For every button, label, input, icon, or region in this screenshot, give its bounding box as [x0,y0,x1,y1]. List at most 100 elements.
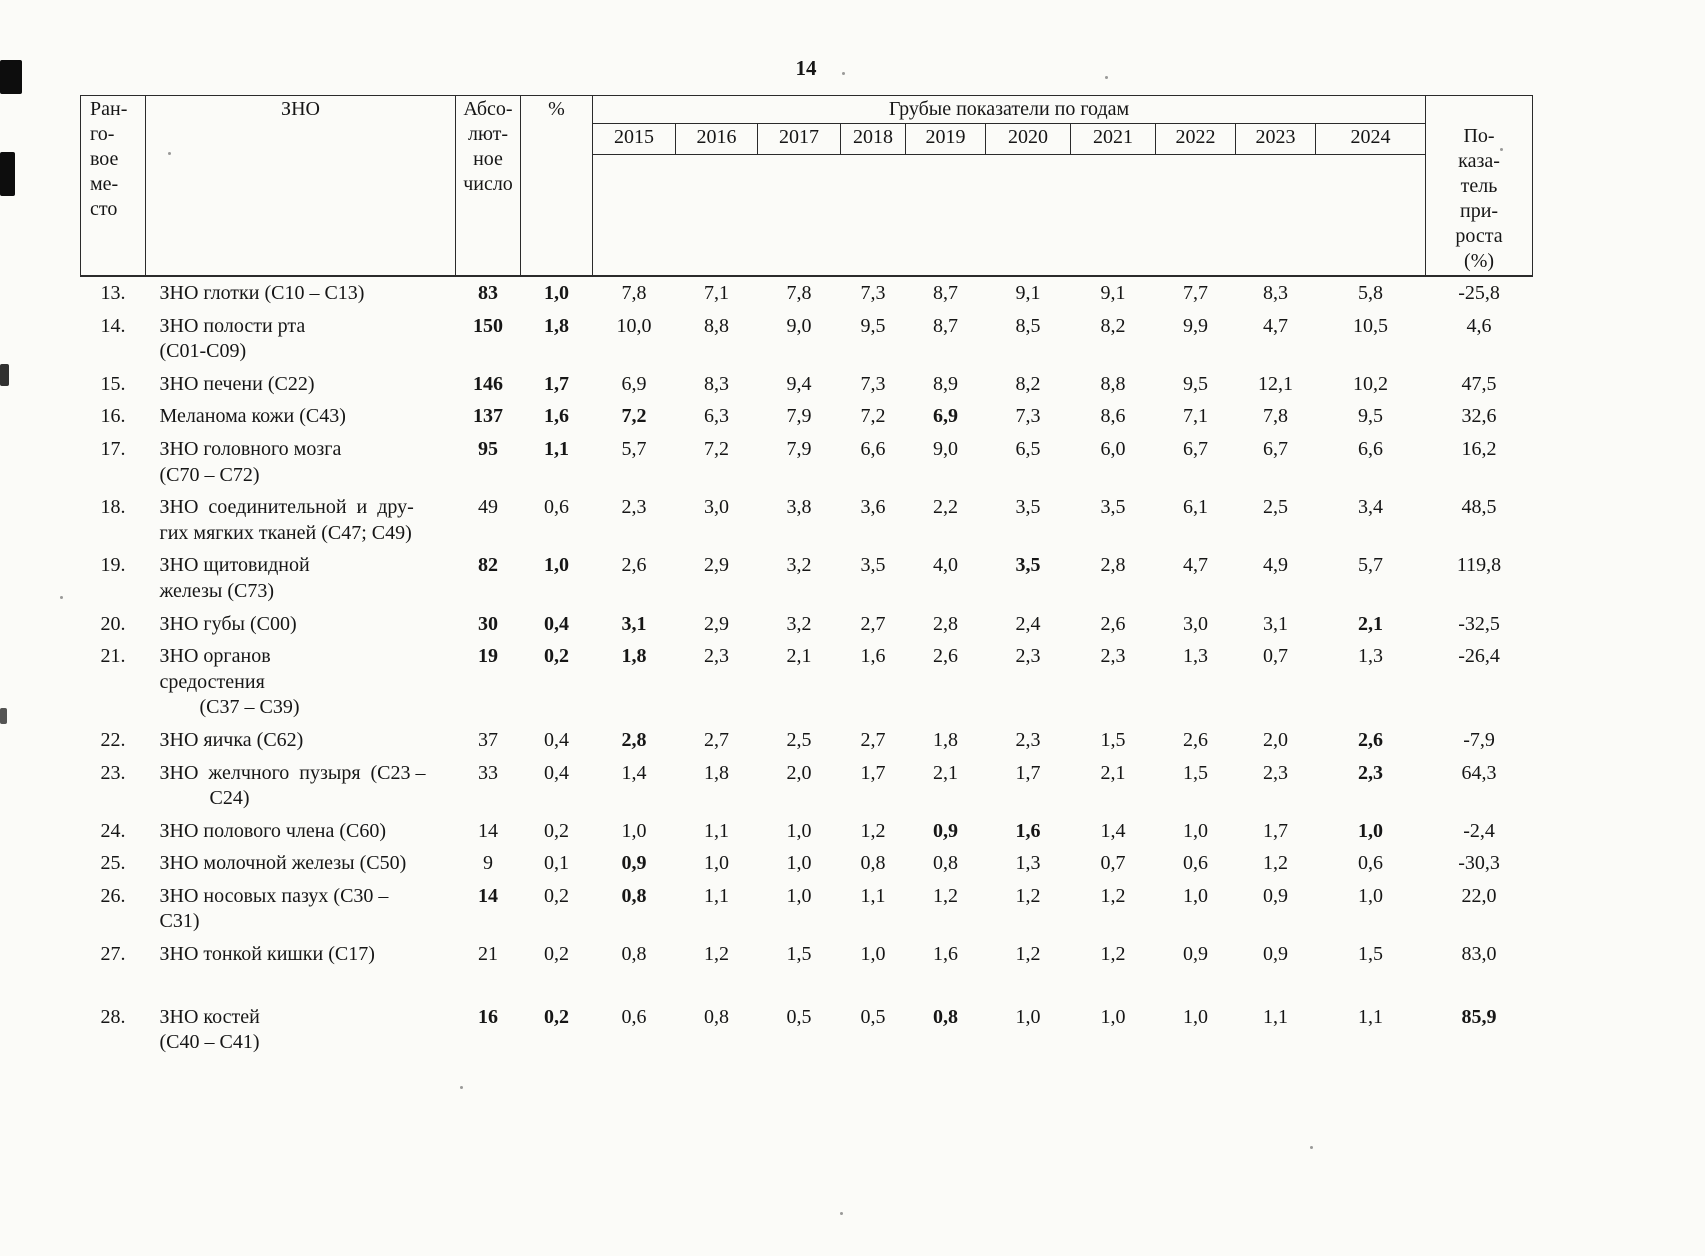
header-zno: ЗНО [145,95,456,277]
cell-year: 0,6 [621,1005,647,1028]
cell-year: 2,5 [786,728,812,751]
cell-pct: 0,2 [544,645,569,668]
cell-year: 2,6 [621,554,647,577]
cell-year: 0,8 [933,852,958,875]
cell-year: 9,1 [1100,282,1126,304]
cell-year: 1,2 [1100,884,1126,907]
cell-year: 0,9 [1263,884,1288,907]
cell-year: 6,3 [704,405,729,428]
cell-growth: 64,3 [1461,761,1497,784]
cell-year: 1,0 [1100,1005,1126,1028]
header-year-2017: 2017 [757,123,841,155]
cell-pct: 0,6 [544,496,569,519]
cell-abs: 14 [478,884,498,907]
cell-year: 2,6 [1183,728,1208,751]
cell-name: ЗНО молочной железы (С50) [159,852,407,875]
cell-growth: 16,2 [1461,437,1497,460]
cell-year: 1,0 [786,819,812,842]
cell-rank: 20. [100,612,126,635]
cancer-stats-table: Ран- го- вое ме- сто ЗНО Абсо- лют- ное … [80,94,1534,1059]
cell-year: 7,9 [786,405,812,428]
cell-year: 9,0 [933,437,958,460]
cell-year: 1,0 [786,852,812,875]
cell-year: 9,5 [1358,405,1384,428]
cell-abs: 82 [478,554,498,577]
cell-year: 2,7 [704,728,729,751]
cell-year: 0,6 [1358,852,1384,875]
table-row: 26. ЗНО носовых пазух (С30 – С31) 14 0,2 0,8… [81,880,1533,938]
cell-year: 3,1 [1263,612,1288,635]
cell-year: 1,2 [1263,852,1288,875]
cell-year: 1,0 [621,819,647,842]
table-row: 27. ЗНО тонкой кишки (С17) 21 0,2 0,8 1,2 1,5 1… [81,938,1533,971]
table-row: 21. ЗНО органов средостения (С37 – С39) 19… [81,640,1533,724]
cell-year: 1,3 [1358,645,1384,668]
cell-year: 0,9 [621,852,647,875]
cell-rank: 16. [100,405,126,428]
cell-year: 2,3 [704,645,729,668]
cell-year: 2,1 [786,645,812,668]
cell-year: 1,3 [1015,852,1041,875]
cell-year: 0,8 [621,884,647,907]
cell-year: 1,5 [1358,943,1384,966]
cell-year: 6,6 [860,437,886,460]
cell-pct: 0,2 [544,943,569,966]
cell-name: ЗНО яичка (С62) [159,728,304,751]
cell-year: 2,7 [860,728,886,751]
cell-rank: 22. [100,728,126,751]
cell-year: 3,6 [860,496,886,519]
cell-year: 8,8 [704,314,729,337]
cell-year: 1,0 [1358,819,1384,842]
cell-pct: 1,7 [544,372,569,395]
cell-year: 5,7 [621,437,647,460]
cell-year: 1,2 [933,884,958,907]
cell-year: 7,3 [860,282,886,304]
cell-name: ЗНО тонкой кишки (С17) [159,943,375,966]
header-year-2024: 2024 [1314,123,1427,155]
cell-name: ЗНО печени (С22) [159,372,315,395]
cell-year: 1,0 [1183,884,1208,907]
cell-year: 1,0 [786,884,812,907]
table-row: 13. ЗНО глотки (С10 – С13) 83 1,0 7,8 7,1 7,8 7… [81,276,1533,310]
cell-year: 2,5 [1263,496,1288,519]
cell-year: 1,2 [1100,943,1126,966]
cell-year: 1,1 [704,819,729,842]
cell-year: 7,2 [621,405,647,428]
cell-year: 9,5 [860,314,886,337]
cell-year: 1,1 [704,884,729,907]
cell-abs: 95 [478,437,498,460]
table-row: 23. ЗНО желчного пузыря (С23 – С24) 33 0,4 1… [81,757,1533,815]
cell-abs: 14 [478,819,498,842]
cell-rank: 23. [100,761,126,784]
cell-pct: 1,0 [544,282,569,304]
cell-growth: 85,9 [1461,1005,1497,1028]
cell-rank: 28. [100,1005,126,1028]
cell-year: 8,7 [933,282,958,304]
cell-name: ЗНО желчного пузыря (С23 – С24) [159,761,426,810]
header-growth-rate: По- каза- тель при- роста (%) [1425,95,1534,277]
cell-growth: 32,6 [1461,405,1497,428]
cell-year: 7,9 [786,437,812,460]
cell-year: 2,4 [1015,612,1041,635]
header-year-2021: 2021 [1070,123,1156,155]
table-row: 16. Меланома кожи (С43) 137 1,6 7,2 6,3 7,9 7,2… [81,400,1533,433]
cell-year: 1,0 [860,943,886,966]
cell-name: ЗНО соединительной и дру- гих мягких тка… [159,496,414,544]
cell-year: 9,9 [1183,314,1208,337]
cell-pct: 1,6 [544,405,569,428]
cell-year: 3,0 [704,496,729,519]
cell-year: 6,1 [1183,496,1208,519]
cell-name: ЗНО глотки (С10 – С13) [159,282,365,304]
cell-year: 4,7 [1263,314,1288,337]
cell-pct: 0,4 [544,728,569,751]
cell-year: 2,6 [1358,728,1384,751]
header-years-group: Грубые показатели по годам [591,94,1427,125]
cell-year: 2,8 [933,612,958,635]
table-row: 24. ЗНО полового члена (С60) 14 0,2 1,0 1,1 1,… [81,815,1533,848]
cell-year: 7,2 [860,405,886,428]
header-year-2020: 2020 [985,123,1071,155]
scan-speck [60,596,63,599]
cell-year: 1,5 [1183,761,1208,784]
cell-year: 2,6 [933,645,958,668]
cell-growth: 47,5 [1461,372,1497,395]
